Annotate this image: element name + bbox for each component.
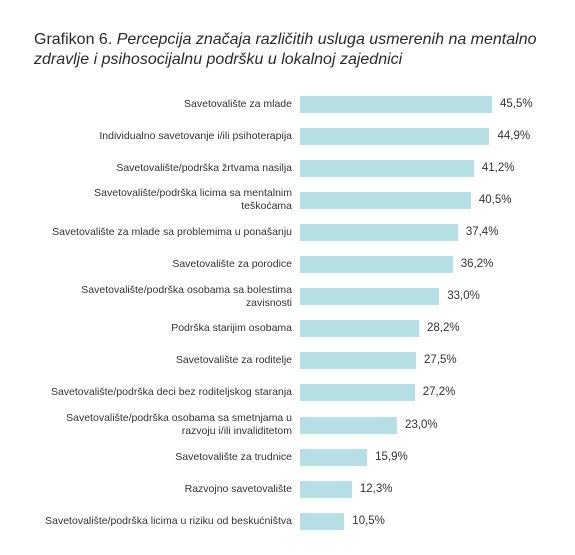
category-label: Savetovalište/podrška deci bez roditeljs… bbox=[50, 386, 292, 399]
value-label: 12,3% bbox=[359, 482, 393, 495]
value-label: 28,2% bbox=[426, 322, 460, 335]
value-label: 15,9% bbox=[375, 450, 408, 463]
value-label: 27,2% bbox=[422, 386, 456, 399]
bar bbox=[300, 223, 458, 241]
bar bbox=[300, 127, 490, 145]
title-number: Grafikon 6. bbox=[34, 31, 113, 48]
bar bbox=[300, 256, 453, 273]
category-label: Savetovalište za mlade bbox=[184, 97, 292, 110]
bar bbox=[300, 416, 398, 434]
category-label: Savetovalište za mlade sa problemima u p… bbox=[52, 225, 292, 238]
value-label: 44,9% bbox=[497, 129, 531, 142]
bar bbox=[300, 448, 368, 466]
chart-title: Grafikon 6. Percepcija značaja različiti… bbox=[34, 30, 554, 70]
category-label: Savetovalište/podrška osobama sa smetnja… bbox=[66, 412, 292, 437]
bar bbox=[300, 191, 471, 209]
bar bbox=[300, 159, 474, 177]
bar bbox=[300, 384, 415, 402]
value-label: 33,0% bbox=[447, 290, 480, 303]
bar bbox=[300, 288, 440, 306]
bar bbox=[300, 95, 492, 113]
category-label: Savetovalište za porodice bbox=[172, 258, 292, 270]
bar bbox=[300, 320, 419, 338]
bar bbox=[300, 480, 352, 498]
value-label: 40,5% bbox=[478, 193, 512, 206]
value-label: 41,2% bbox=[481, 161, 515, 174]
category-label: Savetovalište/podrška licima u riziku od… bbox=[45, 514, 292, 527]
category-label: Savetovalište/podrška žrtvama nasilja bbox=[116, 161, 292, 174]
value-label: 45,5% bbox=[500, 97, 533, 110]
value-label: 10,5% bbox=[352, 514, 385, 527]
value-label: 23,0% bbox=[405, 418, 438, 431]
category-label: Savetovalište za roditelje bbox=[175, 354, 292, 367]
bar bbox=[300, 352, 417, 370]
category-label: Savetovalište/podrška licima sa mentalni… bbox=[94, 187, 292, 213]
category-label: Individualno savetovanje i/ili psihotera… bbox=[99, 129, 292, 142]
title-text: Percepcija značaja različitih usluga usm… bbox=[34, 31, 537, 68]
category-label: Razvojno savetovalište bbox=[184, 482, 292, 495]
category-label: Savetovalište/podrška osobama sa bolesti… bbox=[81, 283, 292, 309]
value-label: 27,5% bbox=[424, 354, 457, 367]
value-label: 36,2% bbox=[460, 258, 494, 270]
bar bbox=[300, 512, 345, 530]
category-label: Podrška starijim osobama bbox=[171, 322, 292, 335]
category-label: Savetovalište za trudnice bbox=[175, 450, 292, 463]
value-label: 37,4% bbox=[465, 225, 499, 238]
